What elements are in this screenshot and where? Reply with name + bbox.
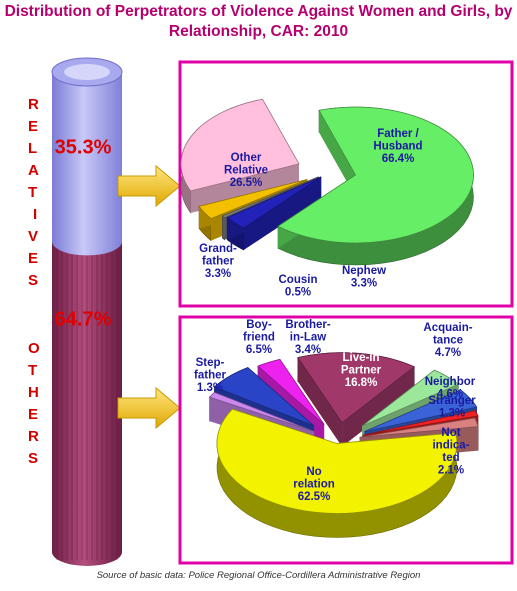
category-letter: E — [28, 406, 39, 423]
category-letter: O — [28, 340, 40, 357]
pie-slice — [277, 106, 474, 244]
cylinder-top-highlight — [64, 64, 110, 80]
pie-slice-edge — [342, 366, 415, 447]
arrows — [117, 164, 181, 430]
pie-slice-label: Boy-friend 6.5% — [243, 319, 275, 356]
category-letter: L — [28, 140, 38, 157]
pie-slice-label: Other Relative 26.5% — [224, 152, 268, 189]
pie-slice-label: Brother-in-Law 3.4% — [285, 319, 331, 356]
pie-slice-label: Father / Husband 66.4% — [373, 128, 422, 165]
pie-slice — [180, 98, 300, 192]
pie-slice-label: Neighbor 4.6% — [425, 376, 476, 401]
pie-slice — [221, 176, 319, 219]
category-letter: I — [33, 206, 38, 223]
title-line-1: Distribution of Perpetrators of Violence… — [4, 3, 513, 20]
pie-slice-label: Stranger 1.3% — [428, 395, 476, 420]
pie-slice-label: Step-father 1.3% — [194, 357, 226, 394]
pie-slice — [362, 410, 479, 436]
others-pie-frame — [178, 315, 514, 565]
relatives-pie — [180, 98, 474, 266]
category-letter: T — [28, 184, 38, 201]
pie-slice-edge — [297, 357, 343, 447]
pie-slice — [198, 178, 308, 220]
title-line-2: Relationship, CAR: 2010 — [168, 23, 349, 40]
arrow-shape — [117, 386, 181, 430]
category-letter: S — [28, 450, 39, 467]
category-letter: T — [28, 362, 38, 379]
bar-value-label: 35.3% — [55, 136, 112, 158]
pie-slice-label: No relation 62.5% — [293, 466, 335, 503]
category-letter: E — [28, 250, 39, 267]
bar-value-label: 64.7% — [55, 308, 112, 330]
pie-slice-label: Cousin 0.5% — [279, 274, 318, 299]
cylinder-segment-relatives — [52, 72, 122, 256]
category-letter: R — [28, 428, 39, 445]
pie-slice-edge — [190, 163, 300, 213]
pie-labels: Father / Husband 66.4% Nephew 3.3% Cousin 0.5%… — [194, 128, 476, 503]
pie-slice-label: Nephew 3.3% — [342, 265, 386, 290]
pie-slice-label: Grand-father 3.3% — [199, 243, 237, 280]
pie-slice — [257, 358, 325, 425]
others-pie — [208, 352, 479, 538]
cylinder-bar: 35.3% 64.7% — [51, 57, 123, 566]
pie-slice — [213, 367, 315, 427]
arrow-shape — [117, 164, 181, 208]
pie-slice — [226, 176, 322, 229]
pie-slice — [359, 417, 479, 438]
category-letter: S — [28, 272, 39, 289]
chart-title: Distribution of Perpetrators of Violence… — [0, 2, 517, 42]
category-letter: V — [28, 228, 39, 245]
category-letter: R — [28, 96, 39, 113]
pie-slice — [216, 408, 458, 514]
source-note: Source of basic data: Police Regional Of… — [96, 570, 421, 581]
pie-slice-label: Acquain-tance 4.7% — [423, 322, 472, 359]
category-letter: A — [28, 162, 39, 179]
category-letter: E — [28, 118, 39, 135]
pie-slice — [208, 391, 315, 432]
relatives-pie-frame — [178, 60, 514, 308]
pie-slice-edge — [319, 110, 356, 197]
pie-slice-label: Not indica-ted 2.1% — [432, 427, 469, 477]
pie-slice — [364, 389, 478, 433]
category-letter: H — [28, 384, 39, 401]
pie-slice — [361, 369, 460, 427]
pie-slice — [297, 352, 416, 424]
pie-slice-label: Live-in Partner 16.8% — [341, 352, 382, 389]
